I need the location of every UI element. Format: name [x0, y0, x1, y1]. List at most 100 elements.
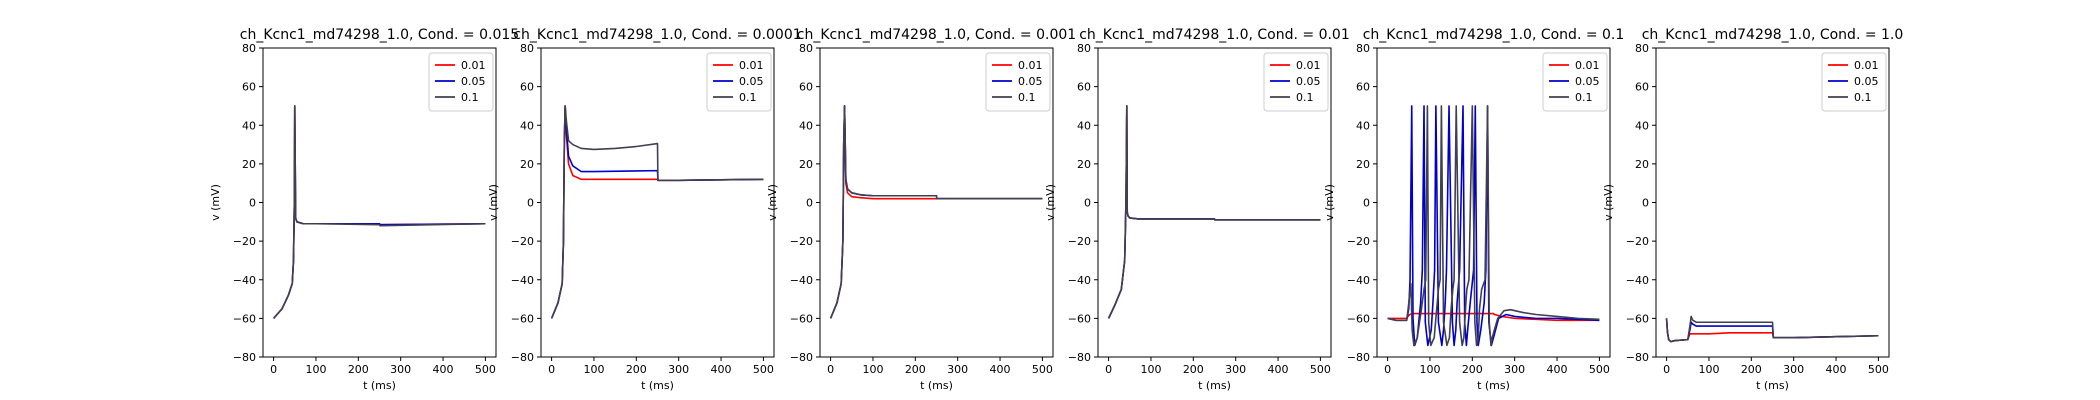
series-line-0_05: [1107, 105, 1321, 319]
chart-panel-4: 0 100 200 300 400 500 −80 −60 −40 −20 0 20 40 60 80 t (…: [1044, 27, 1350, 392]
series-line-0_01: [829, 105, 1043, 319]
y-tick-label: 60: [520, 81, 534, 94]
series-line-0_01: [1107, 105, 1321, 319]
x-tick-label: 400: [433, 363, 454, 376]
y-tick-label: −40: [1068, 274, 1091, 287]
x-axis-label: t (ms): [1198, 379, 1231, 392]
y-tick-label: −60: [790, 312, 813, 325]
legend-label: 0.05: [1854, 75, 1879, 88]
panel-title: ch_Kcnc1_md74298_1.0, Cond. = 0.001: [797, 27, 1076, 43]
x-tick-label: 100: [583, 363, 604, 376]
y-tick-label: 60: [242, 81, 256, 94]
legend-label: 0.1: [1854, 91, 1872, 104]
y-tick-label: 80: [1356, 42, 1370, 55]
x-tick-label: 100: [1698, 363, 1719, 376]
legend-label: 0.1: [1296, 91, 1314, 104]
y-tick-label: −20: [511, 235, 534, 248]
y-tick-label: 20: [242, 158, 256, 171]
y-tick-label: −40: [1626, 274, 1649, 287]
y-tick-label: 0: [249, 197, 256, 210]
y-tick-label: −80: [511, 351, 534, 364]
series-group: [1387, 105, 1600, 347]
y-tick-label: −20: [1626, 235, 1649, 248]
series-line-0_05: [829, 105, 1043, 319]
x-tick-label: 100: [1419, 363, 1440, 376]
y-tick-label: 0: [1642, 197, 1649, 210]
x-tick-label: 400: [1268, 363, 1289, 376]
legend-label: 0.05: [739, 75, 764, 88]
chart-panel-3: 0 100 200 300 400 500 −80 −60 −40 −20 0 20 40 60 80 t (…: [766, 27, 1076, 392]
x-tick-label: 200: [1741, 363, 1762, 376]
x-axis-label: t (ms): [1756, 379, 1789, 392]
y-tick-label: 20: [1356, 158, 1370, 171]
x-tick-label: 300: [390, 363, 411, 376]
series-group: [1665, 315, 1879, 343]
x-tick-label: 500: [475, 363, 496, 376]
x-tick-label: 300: [947, 363, 968, 376]
y-axis-label: v (mV): [487, 184, 500, 221]
y-tick-label: 40: [520, 119, 534, 132]
x-tick-label: 100: [862, 363, 883, 376]
legend-label: 0.01: [1296, 59, 1321, 72]
legend-label: 0.05: [1018, 75, 1043, 88]
y-tick-label: −20: [1068, 235, 1091, 248]
y-axis-label: v (mV): [209, 184, 222, 221]
y-tick-label: 40: [242, 119, 256, 132]
series-line-0_1: [1665, 315, 1879, 343]
y-tick-label: −40: [511, 274, 534, 287]
series-line-0_01: [272, 105, 486, 319]
y-axis-label: v (mV): [766, 184, 779, 221]
legend: 0.01 0.05 0.1: [1263, 52, 1329, 112]
legend-label: 0.05: [461, 75, 486, 88]
y-tick-label: 60: [1077, 81, 1091, 94]
y-axis-label: v (mV): [1323, 184, 1336, 221]
y-tick-label: 60: [1635, 81, 1649, 94]
legend-label: 0.05: [1296, 75, 1321, 88]
y-tick-label: −80: [790, 351, 813, 364]
chart-panel-2: 0 100 200 300 400 500 −80 −60 −40 −20 0 20 40 60 80 t (…: [487, 27, 802, 392]
legend-label: 0.1: [461, 91, 479, 104]
y-tick-label: 40: [799, 119, 813, 132]
x-tick-label: 100: [1140, 363, 1161, 376]
y-tick-label: 80: [1635, 42, 1649, 55]
legend-label: 0.01: [739, 59, 764, 72]
legend-label: 0.1: [1575, 91, 1593, 104]
y-tick-label: −80: [1068, 351, 1091, 364]
y-tick-label: −40: [790, 274, 813, 287]
x-tick-label: 0: [1663, 363, 1670, 376]
y-tick-label: 40: [1077, 119, 1091, 132]
x-tick-label: 300: [1783, 363, 1804, 376]
x-tick-label: 0: [548, 363, 555, 376]
y-tick-label: 0: [527, 197, 534, 210]
y-tick-label: 0: [1363, 197, 1370, 210]
legend: 0.01 0.05 0.1: [1542, 52, 1608, 112]
x-tick-label: 500: [1310, 363, 1331, 376]
y-tick-label: 0: [806, 197, 813, 210]
x-axis-label: t (ms): [920, 379, 953, 392]
x-tick-label: 200: [626, 363, 647, 376]
y-tick-label: 40: [1635, 119, 1649, 132]
y-tick-label: −20: [790, 235, 813, 248]
y-tick-label: −60: [1347, 312, 1370, 325]
y-tick-label: 20: [520, 158, 534, 171]
y-tick-label: 60: [799, 81, 813, 94]
y-axis-label: v (mV): [1044, 184, 1057, 221]
x-tick-label: 400: [990, 363, 1011, 376]
x-tick-label: 500: [1868, 363, 1889, 376]
panel-title: ch_Kcnc1_md74298_1.0, Cond. = 0.1: [1363, 27, 1625, 43]
x-tick-label: 200: [1183, 363, 1204, 376]
legend-label: 0.01: [461, 59, 486, 72]
x-tick-label: 500: [1032, 363, 1053, 376]
legend-label: 0.1: [739, 91, 757, 104]
y-tick-label: −40: [233, 274, 256, 287]
x-axis-label: t (ms): [641, 379, 674, 392]
x-tick-label: 200: [905, 363, 926, 376]
y-tick-label: 20: [1077, 158, 1091, 171]
y-tick-label: 40: [1356, 119, 1370, 132]
y-tick-label: −80: [1626, 351, 1649, 364]
x-tick-label: 300: [1225, 363, 1246, 376]
x-tick-label: 0: [827, 363, 834, 376]
y-tick-label: −60: [233, 312, 256, 325]
y-tick-label: −60: [511, 312, 534, 325]
panel-title: ch_Kcnc1_md74298_1.0, Cond. = 0.015: [240, 27, 519, 43]
